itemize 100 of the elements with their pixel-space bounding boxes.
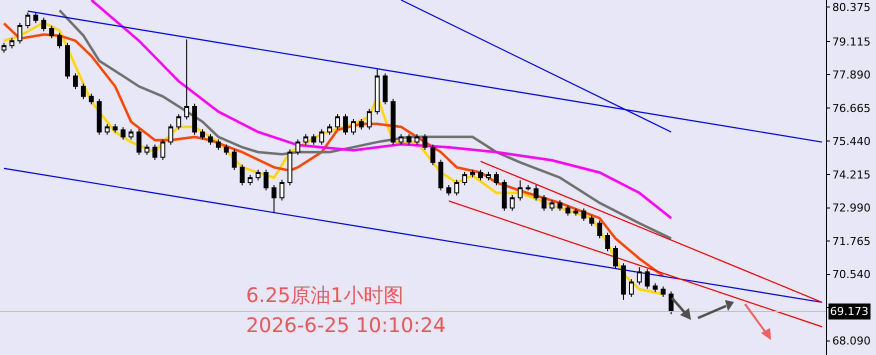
candlestick bbox=[208, 134, 213, 146]
candlestick bbox=[486, 171, 491, 181]
candlestick bbox=[557, 200, 562, 212]
candlestick bbox=[502, 179, 507, 212]
candlestick bbox=[9, 38, 14, 49]
candlestick bbox=[462, 171, 468, 186]
candlestick bbox=[494, 171, 499, 186]
candlestick bbox=[644, 268, 650, 290]
candlestick bbox=[398, 134, 404, 146]
candlestick bbox=[542, 194, 546, 212]
y-tick-label: 74.215 bbox=[832, 168, 871, 182]
candlestick bbox=[581, 208, 586, 222]
candlestick bbox=[25, 12, 30, 29]
ref-line-label: 69.173 bbox=[830, 305, 868, 318]
candlestick bbox=[652, 282, 658, 292]
candlestick bbox=[176, 114, 182, 130]
candlestick bbox=[438, 159, 444, 191]
candlestick bbox=[160, 138, 166, 160]
candlestick bbox=[41, 17, 46, 32]
candlestick bbox=[597, 220, 602, 239]
candlestick bbox=[573, 208, 578, 216]
candlestick bbox=[96, 98, 102, 136]
candlestick bbox=[390, 98, 396, 146]
candlestick bbox=[192, 103, 198, 136]
y-tick-label: 68.090 bbox=[832, 334, 871, 348]
candlestick bbox=[33, 12, 38, 24]
candlestick bbox=[589, 214, 594, 226]
candlestick bbox=[280, 179, 284, 201]
candlestick bbox=[350, 118, 356, 136]
text: 6.25原油1小时图 bbox=[246, 283, 404, 307]
candlestick bbox=[17, 22, 22, 44]
candlestick bbox=[621, 262, 626, 300]
candlestick bbox=[327, 124, 332, 136]
y-tick-label: 72.990 bbox=[832, 202, 871, 215]
candlestick bbox=[168, 124, 174, 146]
y-tick-label: 70.540 bbox=[832, 268, 871, 282]
line-series bbox=[58, 9, 672, 240]
candlestick bbox=[128, 128, 134, 140]
candlestick bbox=[184, 38, 190, 120]
candlestick bbox=[144, 144, 150, 156]
candlestick bbox=[565, 204, 570, 216]
candlestick bbox=[120, 126, 126, 140]
candlestick bbox=[2, 42, 6, 54]
candlestick bbox=[319, 128, 324, 146]
candlestick bbox=[287, 148, 292, 186]
line-series bbox=[90, 0, 672, 220]
candlestick bbox=[414, 134, 420, 146]
candlestick bbox=[73, 72, 78, 90]
candlestick bbox=[454, 179, 460, 196]
y-tick-label: 80.375 bbox=[832, 1, 871, 14]
candlestick bbox=[104, 124, 110, 136]
candlestick bbox=[366, 108, 372, 130]
y-tick-label: 71.765 bbox=[832, 234, 871, 248]
y-tick-label: 75.440 bbox=[832, 135, 871, 148]
candlestick bbox=[518, 180, 523, 201]
candlestick bbox=[152, 144, 158, 160]
candlestick bbox=[605, 232, 610, 252]
candlestick bbox=[272, 184, 276, 214]
candlestick bbox=[406, 134, 412, 146]
y-tick-label: 79.115 bbox=[832, 35, 871, 48]
candlestick bbox=[335, 114, 340, 130]
candlestick bbox=[478, 169, 483, 181]
candlestick bbox=[430, 144, 436, 166]
candlestick bbox=[550, 200, 554, 212]
candlestick bbox=[446, 184, 452, 196]
candlestick bbox=[264, 169, 269, 191]
candlestick bbox=[136, 128, 142, 156]
candlestick bbox=[358, 118, 364, 130]
candlestick bbox=[248, 174, 253, 186]
candlestick bbox=[534, 184, 539, 201]
candlestick bbox=[374, 68, 380, 115]
candlestick bbox=[422, 134, 428, 150]
candlestick bbox=[57, 32, 62, 49]
candlestick bbox=[295, 138, 300, 156]
candlestick bbox=[510, 194, 515, 212]
candlestick bbox=[88, 93, 94, 105]
candlestick bbox=[343, 114, 348, 136]
candlestick bbox=[311, 134, 316, 146]
candlestick bbox=[80, 83, 86, 100]
candlestick bbox=[628, 278, 634, 298]
candlestick bbox=[382, 72, 388, 105]
candlestick bbox=[303, 134, 308, 146]
y-tick-label: 76.665 bbox=[832, 102, 871, 115]
candlestick bbox=[668, 290, 674, 315]
text: 2026-6-25 10:10:24 bbox=[246, 313, 446, 337]
candlestick bbox=[49, 25, 54, 39]
y-tick-label: 77.890 bbox=[832, 68, 871, 82]
candlestick bbox=[65, 42, 70, 80]
candlestick bbox=[256, 169, 261, 181]
candlestick bbox=[112, 124, 118, 134]
candlestick bbox=[216, 138, 221, 150]
candlestick bbox=[200, 128, 205, 140]
candlestick bbox=[660, 286, 666, 298]
candlestick bbox=[224, 144, 229, 156]
candlestick bbox=[470, 169, 476, 178]
candlestick bbox=[240, 164, 245, 186]
candlestick bbox=[636, 266, 642, 286]
candlestick bbox=[232, 148, 237, 171]
candlestick bbox=[526, 184, 531, 191]
candlestick bbox=[613, 245, 618, 270]
